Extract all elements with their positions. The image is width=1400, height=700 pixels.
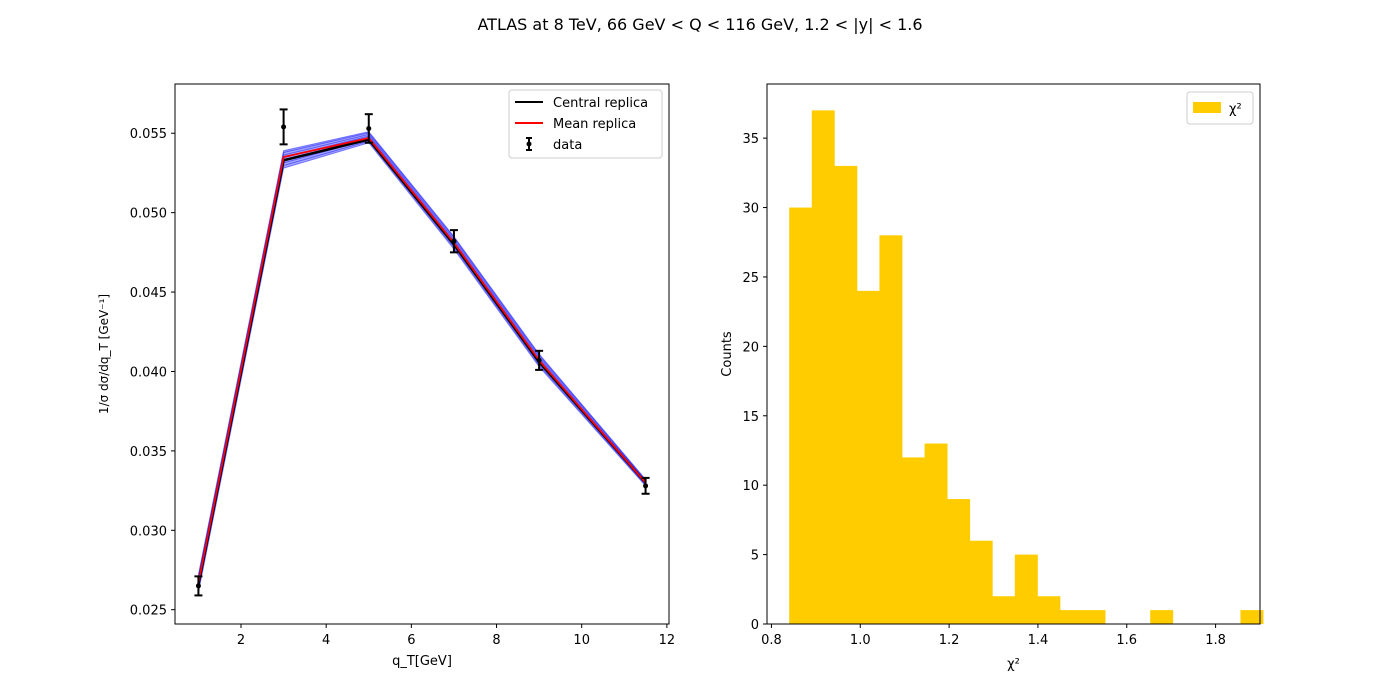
data-point — [535, 349, 544, 371]
left-x-tick-label: 8 — [492, 633, 500, 648]
right-y-tick-label: 15 — [742, 410, 759, 425]
histogram-bar — [992, 596, 1016, 624]
histogram-bar — [856, 290, 880, 624]
left-y-axis-label: 1/σ dσ/dq_T [GeV⁻¹] — [97, 294, 111, 414]
right-y-tick-label: 20 — [742, 340, 759, 355]
data-marker — [643, 483, 649, 489]
data-marker — [366, 125, 372, 131]
left-y-tick-label: 0.050 — [130, 207, 167, 222]
data-point — [194, 575, 203, 597]
right-y-tick-label: 30 — [742, 202, 759, 217]
left-y-tick-label: 0.040 — [130, 365, 167, 380]
right-x-tick-label: 1.0 — [850, 633, 871, 648]
right-legend-swatch — [1193, 102, 1221, 113]
right-y-tick-label: 35 — [742, 132, 759, 147]
data-point — [364, 113, 373, 144]
left-axes: 2 4 6 8 10 12 0.025 0.030 0.035 0.040 0.045 0.050 0.… — [97, 127, 675, 669]
left-x-tick-label: 10 — [573, 633, 590, 648]
left-x-axis-label: q_T[GeV] — [392, 654, 452, 669]
right-x-tick-label: 1.2 — [939, 633, 960, 648]
histogram-bar — [1150, 610, 1174, 624]
right-x-tick-label: 0.8 — [761, 633, 782, 648]
right-chart: 0.8 1.0 1.2 1.4 1.6 1.8 0 5 10 15 20 25 30 35 χ² Counts… — [720, 83, 1264, 672]
left-y-tick-label: 0.035 — [130, 445, 167, 460]
histogram-bar — [969, 540, 993, 624]
histogram-bar — [1082, 610, 1106, 624]
left-y-tick-label: 0.025 — [130, 604, 167, 619]
left-x-tick-label: 2 — [237, 633, 245, 648]
left-legend-box — [508, 89, 663, 159]
right-x-tick-label: 1.6 — [1116, 633, 1137, 648]
left-x-tick-label: 4 — [322, 633, 330, 648]
data-point — [279, 108, 288, 146]
left-series-group — [194, 108, 650, 597]
right-axes: 0.8 1.0 1.2 1.4 1.6 1.8 0 5 10 15 20 25 30 35 χ² Counts — [720, 132, 1226, 672]
right-y-tick-label: 0 — [751, 618, 759, 633]
right-y-tick-label: 25 — [742, 271, 759, 286]
histogram-bar — [834, 165, 858, 624]
right-y-tick-label: 10 — [742, 479, 759, 494]
histogram-bar — [1037, 596, 1061, 624]
right-legend-label: χ² — [1229, 102, 1242, 117]
right-y-tick-label: 5 — [751, 549, 759, 564]
histogram-bar — [789, 207, 813, 625]
data-marker — [451, 238, 457, 244]
replica-line-0 — [197, 142, 646, 593]
data-marker — [195, 583, 201, 589]
left-legend-label: Mean replica — [553, 117, 636, 132]
right-x-tick-label: 1.8 — [1205, 633, 1226, 648]
histogram-bar — [1014, 554, 1038, 624]
replica-line-7 — [197, 131, 646, 575]
figure-title: ATLAS at 8 TeV, 66 GeV < Q < 116 GeV, 1.… — [477, 15, 922, 34]
data-marker — [281, 124, 287, 130]
histogram-bar — [924, 443, 948, 624]
histogram-bar — [1240, 610, 1264, 624]
left-legend-label: data — [553, 138, 582, 153]
left-y-tick-label: 0.055 — [130, 127, 167, 142]
right-x-axis-label: χ² — [1007, 657, 1020, 672]
histogram-bars — [789, 110, 1264, 625]
left-plot-frame — [174, 83, 670, 625]
histogram-bar — [902, 457, 925, 624]
left-chart: 2 4 6 8 10 12 0.025 0.030 0.035 0.040 0.045 0.050 0.… — [97, 83, 675, 669]
data-point — [449, 229, 458, 254]
right-plot-frame — [766, 83, 1261, 625]
legend-marker — [526, 141, 532, 147]
left-plot-area — [175, 84, 669, 624]
histogram-bar — [811, 110, 835, 625]
left-y-tick-label: 0.030 — [130, 524, 167, 539]
left-x-tick-label: 6 — [407, 633, 415, 648]
right-legend: χ² — [1186, 91, 1254, 125]
histogram-bar — [1059, 610, 1083, 624]
histogram-bar — [879, 235, 903, 625]
data-point — [641, 476, 650, 495]
left-x-tick-label: 12 — [659, 633, 676, 648]
left-legend-label: Central replica — [553, 96, 648, 111]
right-y-axis-label: Counts — [720, 331, 735, 377]
right-x-tick-label: 1.4 — [1028, 633, 1049, 648]
left-legend: Central replica Mean replica data — [508, 89, 663, 159]
left-y-tick-label: 0.045 — [130, 286, 167, 301]
histogram-bar — [947, 499, 971, 624]
data-marker — [536, 357, 542, 363]
mean-replica-line — [197, 137, 647, 583]
replica-line-6 — [197, 132, 646, 577]
